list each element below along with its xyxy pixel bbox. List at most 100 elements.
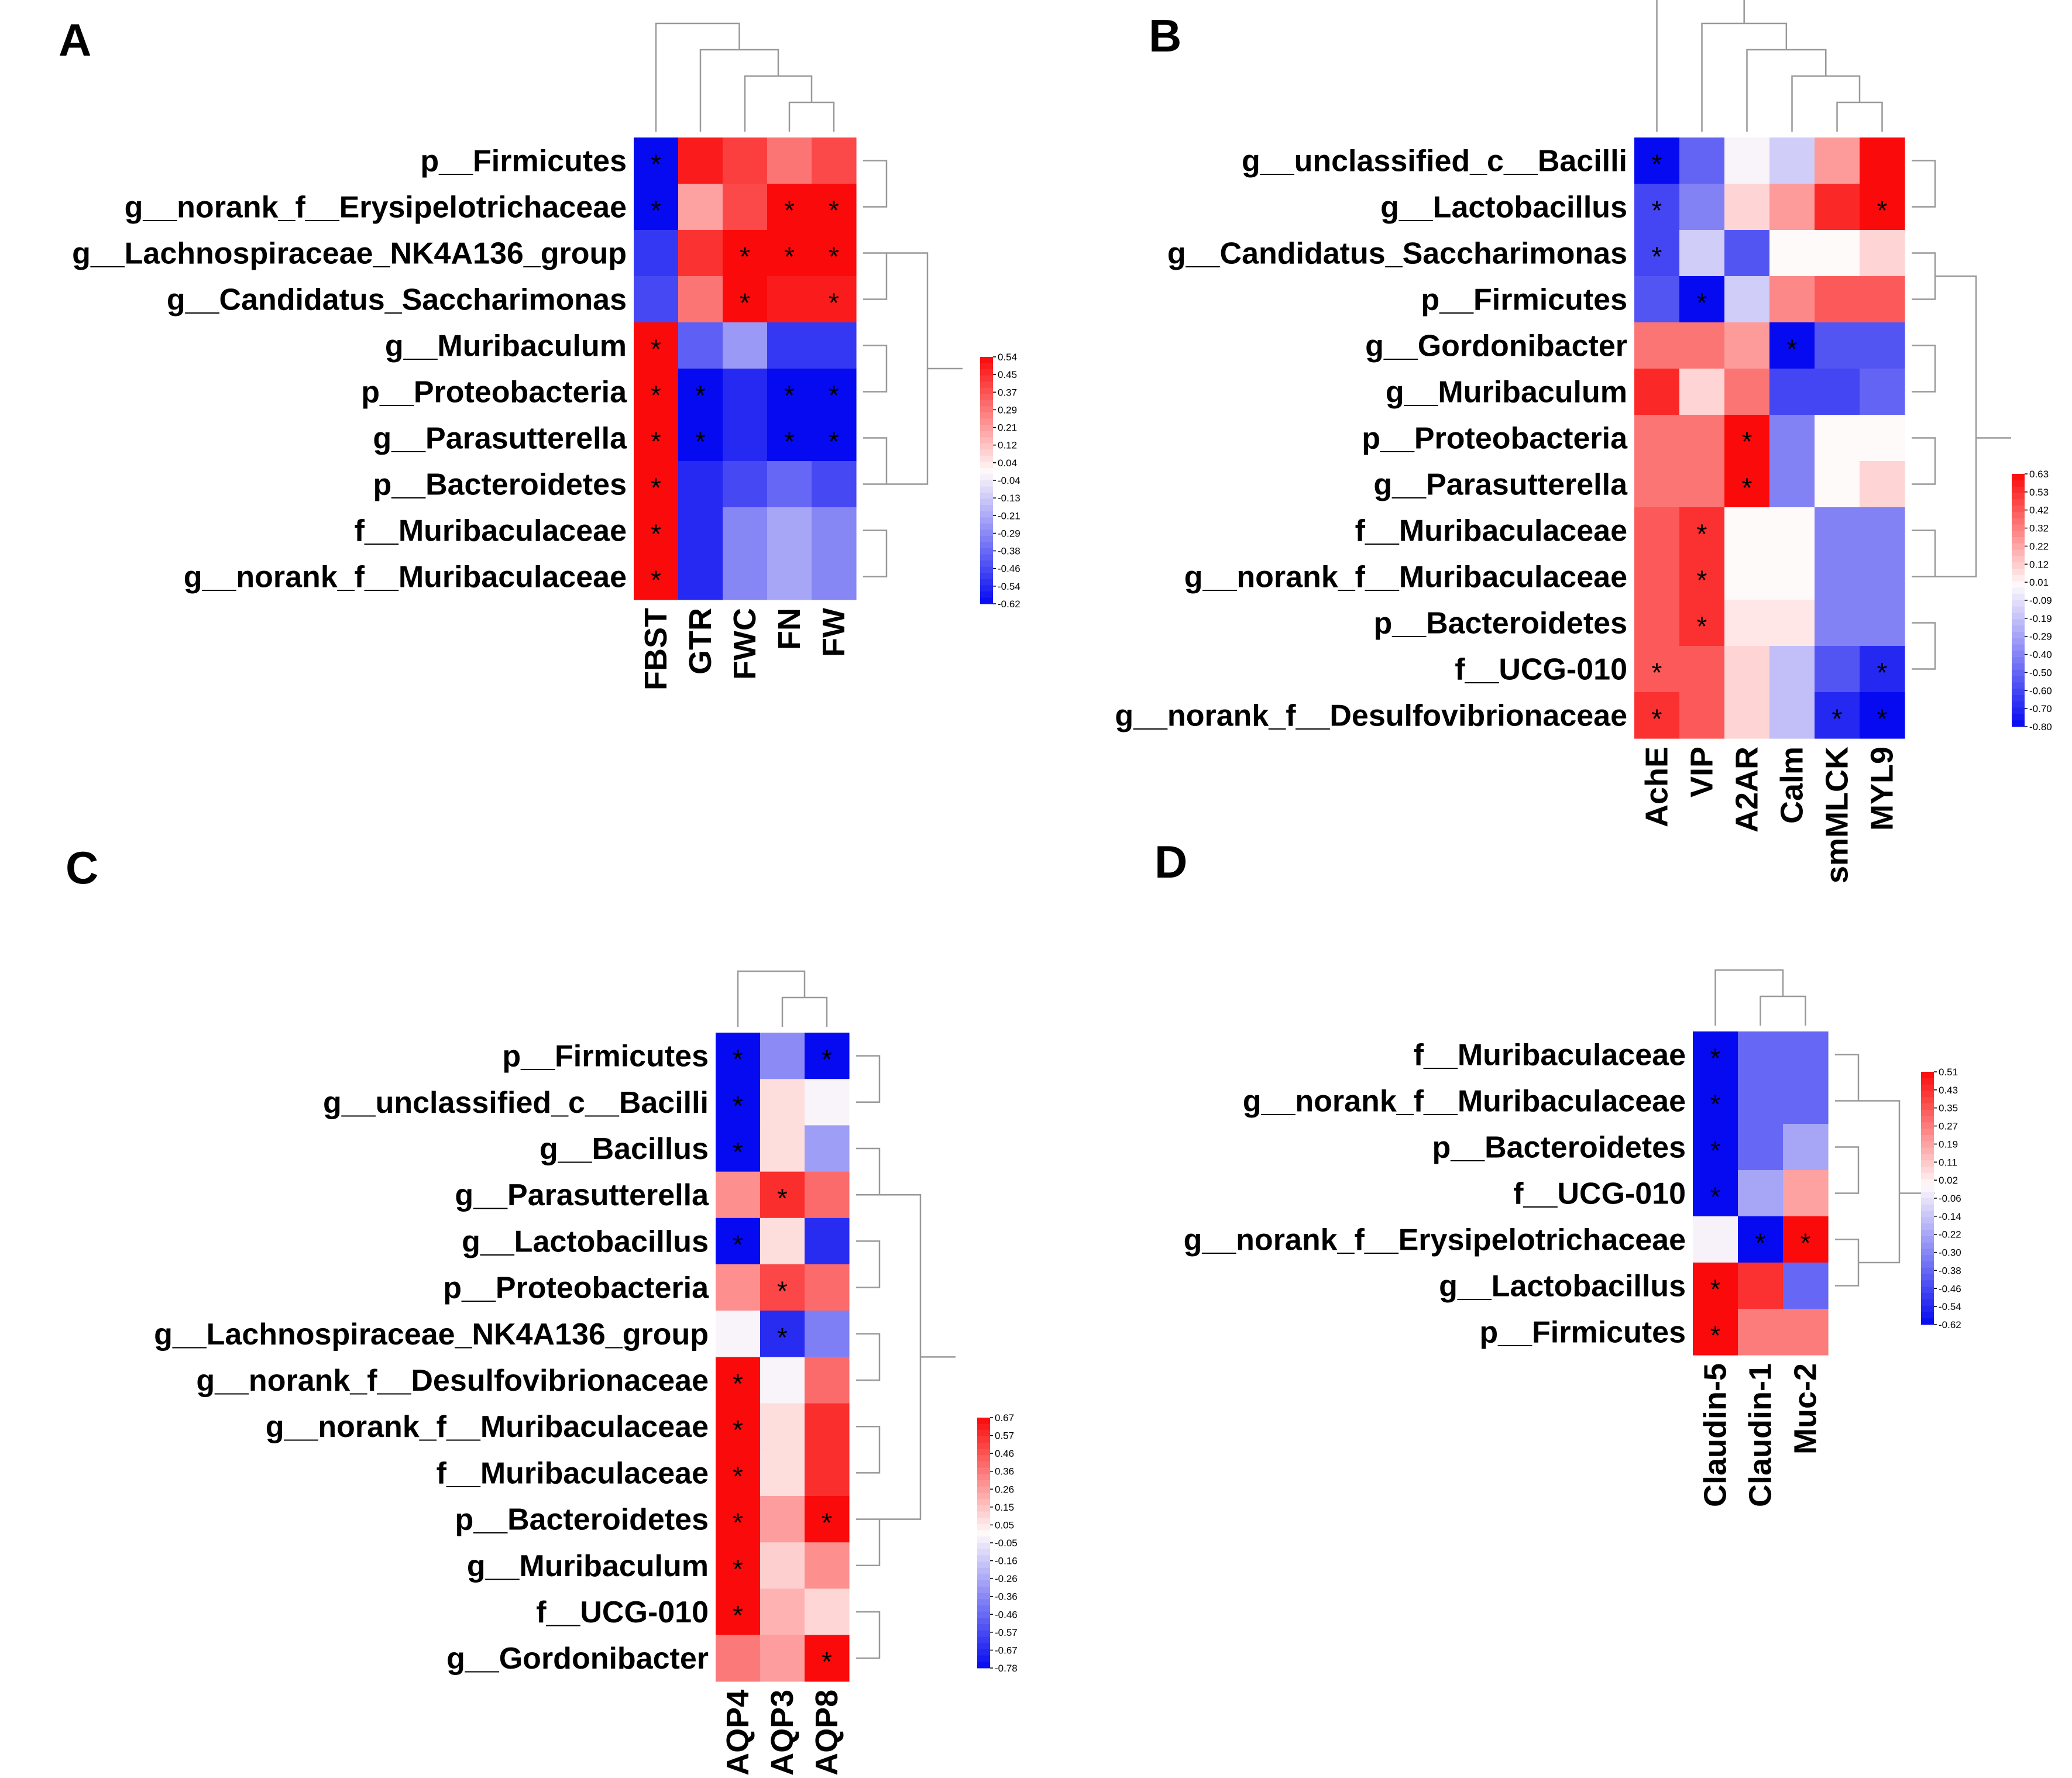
heatmap-cell (1815, 692, 1860, 739)
legend-swatch (2012, 543, 2025, 551)
legend-swatch (980, 394, 993, 401)
dendrogram-branch (879, 1194, 922, 1520)
legend-tick-label: -0.05 (995, 1538, 1018, 1549)
heatmap-cell (678, 184, 723, 231)
heatmap-cell (767, 553, 812, 600)
legend-swatch (977, 1649, 990, 1656)
heatmap-cell (1860, 230, 1905, 277)
heatmap-cell (1679, 322, 1725, 369)
heatmap-cell (805, 1079, 850, 1126)
legend-swatch (1921, 1122, 1934, 1129)
heatmap-cell (1815, 415, 1860, 462)
heatmap-cell (634, 230, 679, 277)
significance-star: * (733, 1229, 743, 1260)
row-label: p__Bacteroidetes (373, 468, 627, 502)
dendrogram-branch (863, 160, 888, 208)
legend-tick-label: -0.40 (2029, 649, 2052, 661)
legend-swatch (1921, 1223, 1934, 1230)
heatmap-cell (1634, 369, 1680, 415)
dendrogram-branch (1912, 622, 1936, 670)
heatmap-cell (1860, 137, 1905, 184)
significance-star: * (733, 1415, 743, 1445)
heatmap-cell (1634, 646, 1680, 693)
significance-star: * (651, 195, 661, 226)
significance-star: * (740, 242, 750, 272)
legend-swatch (2012, 511, 2025, 519)
legend-swatch (1921, 1078, 1934, 1085)
significance-star: * (784, 242, 795, 272)
heatmap-cell (1679, 461, 1725, 508)
column-label: A2AR (1730, 747, 1765, 833)
dendrogram-branch (856, 1611, 881, 1659)
heatmap-cell (716, 1264, 761, 1311)
legend-swatch (2012, 619, 2025, 626)
heatmap-cell (805, 1588, 850, 1636)
legend-swatch (2012, 569, 2025, 576)
legend-swatch (1921, 1198, 1934, 1205)
heatmap-cell (634, 322, 679, 369)
row-label: g__norank_f__Muribaculaceae (1184, 560, 1627, 594)
row-label: p__Bacteroidetes (1432, 1131, 1686, 1165)
legend-swatch (2012, 613, 2025, 620)
legend-swatch (980, 517, 993, 524)
column-label: AQP4 (720, 1690, 755, 1776)
heatmap-cell (760, 1125, 805, 1172)
heatmap-cell (634, 415, 679, 462)
heatmap-cell (1769, 600, 1815, 646)
significance-star: * (733, 1508, 743, 1538)
legend-swatch (980, 406, 993, 413)
heatmap-cell (805, 1357, 850, 1404)
legend-swatch (2012, 669, 2025, 677)
significance-star: * (784, 427, 795, 457)
legend-swatch (977, 1436, 990, 1443)
heatmap-cell (760, 1079, 805, 1126)
heatmap-cell (1679, 369, 1725, 415)
significance-star: * (651, 473, 661, 503)
legend-swatch (2012, 562, 2025, 569)
legend-tick-label: 0.22 (2029, 541, 2049, 552)
heatmap-cell (1634, 600, 1680, 646)
dendrogram-branch (744, 75, 813, 132)
legend-swatch (1921, 1236, 1934, 1243)
legend-swatch (977, 1461, 990, 1469)
row-label: p__Firmicutes (1421, 283, 1627, 317)
panel-label-c: C (66, 842, 98, 893)
heatmap-cell (678, 415, 723, 462)
row-label: g__Lactobacillus (462, 1225, 709, 1258)
legend-swatch (2012, 689, 2025, 696)
legend-tick-label: 0.46 (995, 1448, 1014, 1459)
heatmap-cell (1724, 137, 1770, 184)
column-label: FN (772, 608, 807, 650)
heatmap-cell (716, 1403, 761, 1450)
legend-swatch (977, 1474, 990, 1481)
legend-swatch (1921, 1299, 1934, 1306)
legend-swatch (977, 1555, 990, 1562)
column-label: Calm (1775, 747, 1810, 824)
legend-tick-label: 0.37 (998, 387, 1017, 398)
heatmap-cell (812, 137, 857, 184)
legend-swatch (2012, 486, 2025, 493)
legend-swatch (2012, 493, 2025, 500)
row-label: g__norank_f__Desulfovibrionaceae (196, 1364, 709, 1398)
dendrogram-branch (863, 345, 888, 393)
heatmap-cell (805, 1542, 850, 1589)
legend-swatch (980, 387, 993, 394)
legend-swatch (2012, 474, 2025, 481)
legend-swatch (980, 437, 993, 444)
heatmap-cell (723, 322, 768, 369)
legend-swatch (1921, 1280, 1934, 1287)
heatmap-cell (1679, 184, 1725, 231)
heatmap-cell (805, 1449, 850, 1497)
legend-swatch (2012, 638, 2025, 645)
legend-tick-label: -0.09 (2029, 595, 2052, 606)
heatmap-cell (723, 184, 768, 231)
significance-star: * (1697, 519, 1707, 549)
legend-swatch (2012, 531, 2025, 538)
legend-swatch (977, 1486, 990, 1493)
heatmap-cell (1815, 230, 1860, 277)
heatmap-cell (678, 507, 723, 554)
significance-star: * (822, 1508, 832, 1538)
significance-star: * (829, 427, 839, 457)
heatmap-cell (805, 1033, 850, 1079)
heatmap-cell (1815, 553, 1860, 600)
